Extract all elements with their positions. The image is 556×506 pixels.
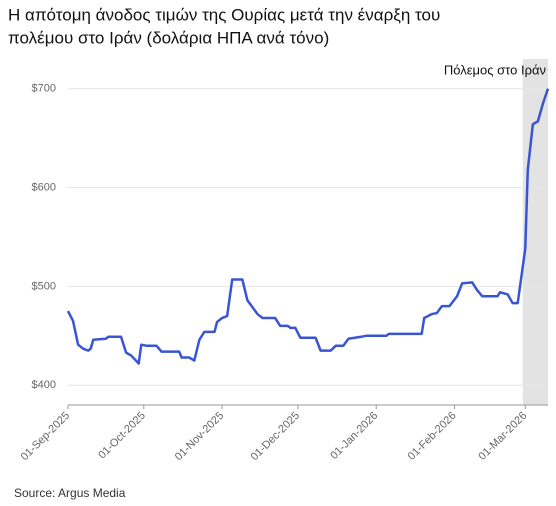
x-tick-label: 01-Nov-2025 [173, 410, 226, 463]
x-tick-label: 01-Jan-2026 [328, 410, 380, 462]
chart-title: πολέμου στο Ιράν (δολάρια ΗΠΑ ανά τόνο) [8, 28, 329, 47]
annotation: Πόλεμος στο Ιράν [444, 62, 546, 77]
y-tick-label: $700 [32, 83, 56, 95]
x-tick-label: 01-Oct-2025 [96, 410, 148, 462]
y-tick-label: $600 [32, 181, 56, 193]
y-tick-label: $500 [32, 280, 56, 292]
x-tick-label: 01-Feb-2026 [406, 410, 459, 463]
source: Source: Argus Media [14, 486, 126, 500]
x-tick-label: 01-Dec-2025 [249, 410, 302, 463]
x-tick-label: 01-Sep-2025 [19, 410, 72, 463]
chart-title: Η απότομη άνοδος τιμών της Ουρίας μετά τ… [8, 5, 440, 24]
data-line [66, 88, 550, 365]
y-tick-label: $400 [32, 379, 56, 391]
x-tick-label: 01-Mar-2026 [476, 410, 529, 463]
